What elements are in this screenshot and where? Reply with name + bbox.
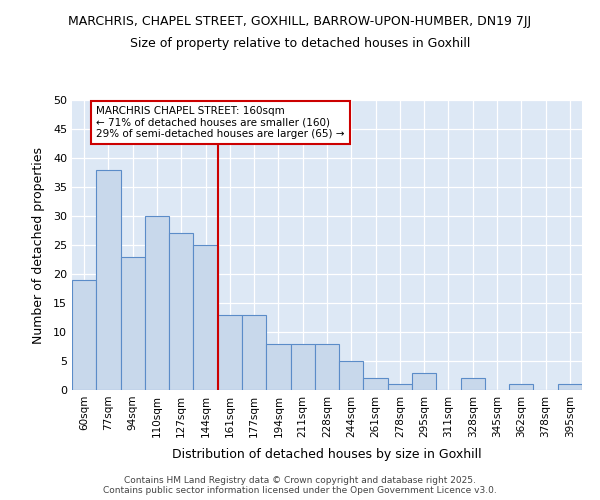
- Bar: [121, 256, 145, 390]
- Bar: [315, 344, 339, 390]
- Y-axis label: Number of detached properties: Number of detached properties: [32, 146, 44, 344]
- Bar: [558, 384, 582, 390]
- Bar: [169, 234, 193, 390]
- Bar: [96, 170, 121, 390]
- Bar: [266, 344, 290, 390]
- Text: MARCHRIS, CHAPEL STREET, GOXHILL, BARROW-UPON-HUMBER, DN19 7JJ: MARCHRIS, CHAPEL STREET, GOXHILL, BARROW…: [68, 15, 532, 28]
- Bar: [218, 314, 242, 390]
- Text: Contains HM Land Registry data © Crown copyright and database right 2025.
Contai: Contains HM Land Registry data © Crown c…: [103, 476, 497, 495]
- Bar: [339, 361, 364, 390]
- Bar: [364, 378, 388, 390]
- Bar: [412, 372, 436, 390]
- Bar: [290, 344, 315, 390]
- Text: MARCHRIS CHAPEL STREET: 160sqm
← 71% of detached houses are smaller (160)
29% of: MARCHRIS CHAPEL STREET: 160sqm ← 71% of …: [96, 106, 345, 139]
- Bar: [242, 314, 266, 390]
- Bar: [461, 378, 485, 390]
- X-axis label: Distribution of detached houses by size in Goxhill: Distribution of detached houses by size …: [172, 448, 482, 461]
- Text: Size of property relative to detached houses in Goxhill: Size of property relative to detached ho…: [130, 38, 470, 51]
- Bar: [388, 384, 412, 390]
- Bar: [72, 280, 96, 390]
- Bar: [509, 384, 533, 390]
- Bar: [145, 216, 169, 390]
- Bar: [193, 245, 218, 390]
